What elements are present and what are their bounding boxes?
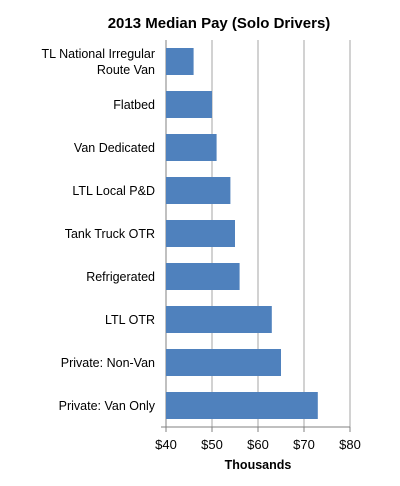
bar bbox=[166, 91, 212, 118]
category-label: LTL Local P&D bbox=[72, 184, 155, 198]
category-label: Private: Van Only bbox=[59, 399, 156, 413]
category-label: LTL OTR bbox=[105, 313, 155, 327]
x-tick-label: $70 bbox=[293, 437, 315, 452]
bar bbox=[166, 48, 194, 75]
x-tick-label: $80 bbox=[339, 437, 361, 452]
category-labels: TL National Irregular Route Van Flatbed Van… bbox=[42, 47, 156, 413]
x-axis-title: Thousands bbox=[225, 458, 292, 472]
chart-title: 2013 Median Pay (Solo Drivers) bbox=[108, 15, 331, 32]
bar bbox=[166, 263, 240, 290]
bar bbox=[166, 134, 217, 161]
x-tick-label: $50 bbox=[201, 437, 223, 452]
category-label: TL National Irregular Route Van bbox=[42, 47, 156, 77]
bar bbox=[166, 220, 235, 247]
bar bbox=[166, 349, 281, 376]
category-label: Private: Non-Van bbox=[61, 356, 155, 370]
bar bbox=[166, 177, 231, 204]
category-label: Flatbed bbox=[113, 98, 155, 112]
bar bbox=[166, 392, 318, 419]
bars bbox=[166, 48, 318, 419]
category-label: Tank Truck OTR bbox=[65, 227, 155, 241]
category-label: Refrigerated bbox=[86, 270, 155, 284]
x-axis-ticks: $40 $50 $60 $70 $80 bbox=[155, 437, 361, 452]
bar bbox=[166, 306, 272, 333]
category-label: Van Dedicated bbox=[74, 141, 155, 155]
x-tick-label: $40 bbox=[155, 437, 177, 452]
x-tick-label: $60 bbox=[247, 437, 269, 452]
